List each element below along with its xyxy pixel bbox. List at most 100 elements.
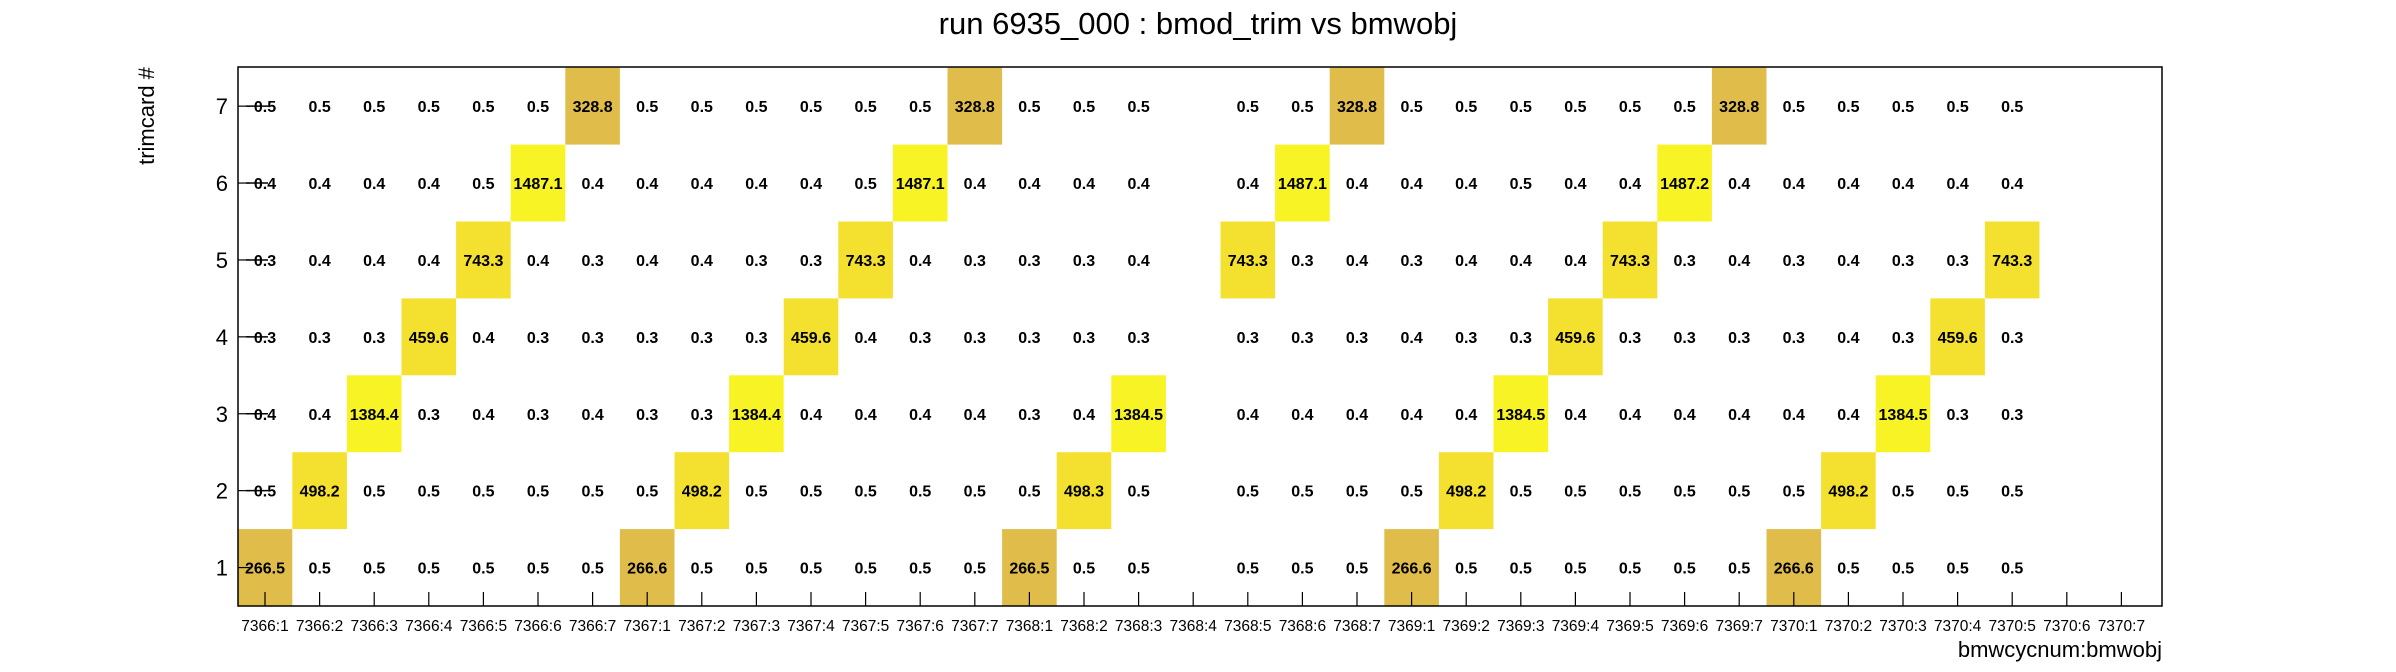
cell-value-label: 0.3 [964,330,986,347]
cell-value-label: 0.5 [2001,99,2023,116]
x-tick-label: 7370:6 [2043,618,2090,635]
x-tick-label: 7369:3 [1497,618,1544,635]
cell-value-label: 0.5 [308,99,330,116]
x-tick-label: 7368:6 [1279,618,1326,635]
cell-value-label: 0.4 [854,407,876,424]
cell-value-label: 0.5 [1510,99,1532,116]
heatmap-cell [1821,452,1876,530]
cell-value-label: 0.5 [2001,484,2023,501]
cell-value-label: 0.5 [1018,99,1040,116]
cell-value-label: 0.4 [1400,407,1422,424]
cell-value-label: 0.4 [363,253,385,270]
cell-value-label: 0.4 [1728,253,1750,270]
cell-value-label: 0.4 [1837,407,1859,424]
cell-value-label: 0.5 [527,561,549,578]
cell-value-label: 0.4 [581,407,603,424]
cell-value-label: 0.3 [527,407,549,424]
y-tick-label: 6 [216,171,228,196]
cell-value-label: 0.5 [1673,561,1695,578]
cell-value-label: 0.4 [1728,407,1750,424]
x-tick-label: 7366:4 [405,618,453,635]
heatmap-cell [783,298,839,376]
cell-value-label: 0.3 [1291,330,1313,347]
cell-value-label: 0.4 [308,253,330,270]
cell-value-label: 0.4 [800,407,822,424]
heatmap-cell [838,221,893,299]
x-tick-label: 7370:1 [1770,618,1817,635]
cell-value-label: 0.3 [308,330,330,347]
cell-value-label: 1487.2 [1660,176,1709,193]
cell-value-label: 459.6 [791,330,831,347]
cell-value-label: 0.3 [1892,330,1914,347]
heatmap-cell [1438,452,1494,530]
cell-value-label: 0.5 [964,484,986,501]
x-tick-label: 7368:3 [1115,618,1162,635]
heatmap-cell [510,144,566,222]
cell-value-label: 0.3 [1673,253,1695,270]
cell-value-label: 0.4 [1127,253,1149,270]
cell-value-label: 0.3 [581,253,603,270]
cell-value-label: 0.4 [1127,176,1149,193]
cell-value-label: 0.3 [636,407,658,424]
cell-value-label: 0.4 [1619,407,1641,424]
heatmap-cell [1657,144,1712,222]
cell-value-label: 0.3 [254,330,276,347]
cell-value-label: 0.4 [418,176,440,193]
cell-value-label: 0.3 [1018,407,1040,424]
cell-value-label: 0.5 [691,561,713,578]
x-tick-label: 7367:4 [787,618,835,635]
cell-value-label: 0.4 [1455,176,1477,193]
x-tick-labels: 7366:1 7366:2 7366:3 7366:4 7366:5 7366:6 7366… [241,618,2145,635]
cell-value-label: 0.5 [1946,484,1968,501]
cell-value-label: 0.4 [254,407,276,424]
cell-value-label: 0.4 [581,176,603,193]
x-tick-label: 7367:5 [842,618,889,635]
cell-value-label: 0.5 [254,484,276,501]
cell-value-label: 0.4 [472,330,494,347]
cell-value-label: 0.4 [472,407,494,424]
cell-value-label: 0.5 [1946,561,1968,578]
heatmap-cell [1930,298,1985,376]
cell-value-label: 1487.1 [896,176,945,193]
cell-value-label: 0.3 [418,407,440,424]
cell-value-label: 0.4 [1237,176,1259,193]
heatmap-cell [674,452,730,530]
cell-value-label: 0.4 [745,176,767,193]
x-tick-label: 7370:4 [1934,618,1982,635]
cell-value-label: 459.6 [409,330,449,347]
cell-value-label: 266.5 [1009,561,1049,578]
cell-value-label: 0.4 [800,176,822,193]
cell-value-label: 0.5 [800,484,822,501]
heatmap-cell [292,452,347,530]
cell-value-label: 0.5 [1946,99,1968,116]
cell-value-label: 0.5 [472,484,494,501]
cell-value-label: 0.3 [527,330,549,347]
cell-value-label: 0.3 [1291,253,1313,270]
cell-value-label: 1384.5 [1114,407,1163,424]
cell-value-label: 0.5 [745,561,767,578]
cell-value-label: 0.3 [1673,330,1695,347]
cell-value-label: 0.4 [964,407,986,424]
cell-value-label: 0.5 [1837,99,1859,116]
heatmap-cell [401,298,457,376]
cell-value-label: 0.3 [691,407,713,424]
cell-value-label: 0.5 [1291,561,1313,578]
cell-value-label: 0.5 [1564,484,1586,501]
cell-value-label: 743.3 [1610,253,1650,270]
cell-value-label: 0.5 [1237,484,1259,501]
cell-value-label: 0.4 [909,407,931,424]
x-tick-label: 7369:7 [1715,618,1762,635]
cell-value-label: 0.3 [2001,407,2023,424]
cell-value-label: 0.5 [1346,484,1368,501]
cell-value-label: 0.3 [1237,330,1259,347]
heatmap-cell [346,375,402,453]
cell-value-label: 0.5 [636,99,658,116]
cell-value-label: 0.5 [745,484,767,501]
cell-value-label: 0.4 [1564,407,1586,424]
heatmap-cell [1056,452,1112,530]
cell-value-label: 0.3 [745,330,767,347]
cell-value-label: 0.3 [1400,253,1422,270]
cell-value-label: 0.5 [854,176,876,193]
x-tick-label: 7366:5 [460,618,507,635]
cell-value-label: 0.5 [854,99,876,116]
